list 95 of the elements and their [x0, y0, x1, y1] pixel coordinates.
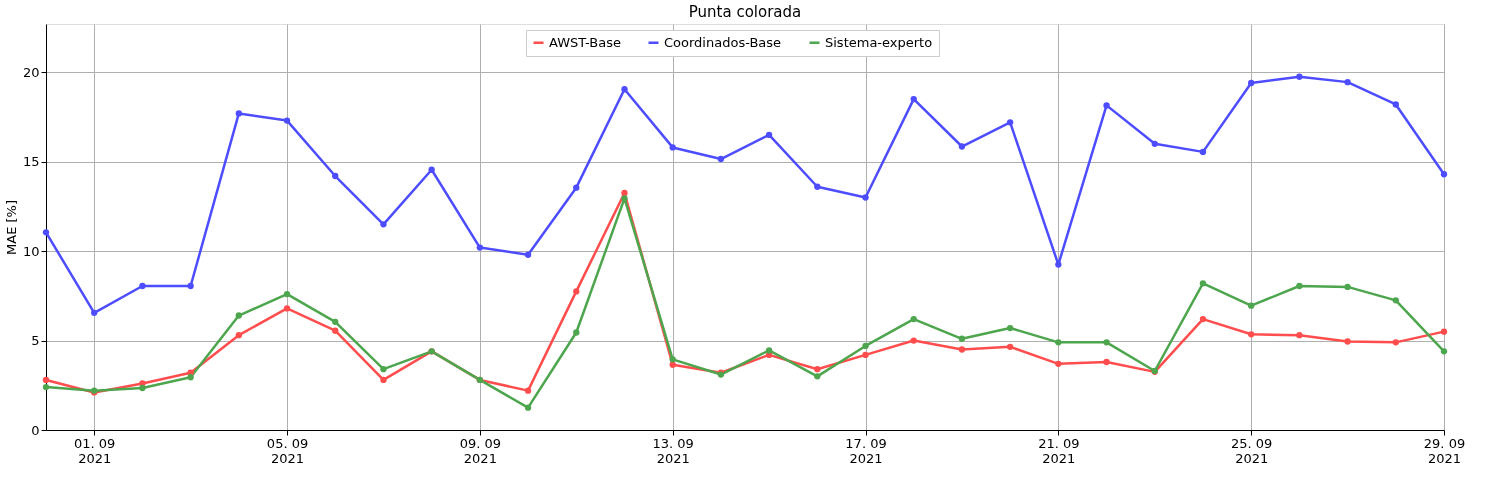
point — [669, 144, 676, 151]
point — [332, 327, 339, 334]
point — [1248, 302, 1255, 309]
point — [42, 383, 50, 391]
point — [621, 195, 628, 202]
point — [765, 131, 773, 139]
x-tick-label: 25. 09 2021 — [1230, 435, 1273, 466]
point — [187, 374, 194, 381]
point — [235, 312, 242, 319]
point — [910, 337, 917, 344]
point — [1055, 261, 1062, 268]
point — [669, 356, 676, 363]
point — [476, 244, 484, 251]
point — [235, 110, 242, 117]
point — [958, 346, 966, 353]
point — [958, 335, 966, 342]
point — [621, 189, 628, 197]
point — [669, 361, 676, 368]
x-tick-label: 17. 09 2021 — [845, 435, 887, 466]
point — [235, 332, 242, 339]
point — [283, 305, 291, 312]
point — [1199, 148, 1207, 156]
point — [1296, 73, 1303, 80]
point — [573, 288, 580, 295]
point — [910, 315, 917, 323]
point — [380, 376, 387, 384]
point — [1006, 343, 1014, 350]
y-axis-title: MAE [%] — [3, 200, 19, 255]
point — [573, 329, 580, 336]
y-tick-label: 5 — [31, 333, 40, 349]
point — [1199, 280, 1207, 287]
point — [1103, 339, 1110, 346]
point — [187, 282, 194, 290]
y-tick-label: 15 — [22, 154, 40, 170]
point — [524, 251, 532, 258]
point — [1006, 324, 1014, 332]
point — [283, 117, 291, 124]
point — [1344, 283, 1351, 291]
point — [1344, 78, 1351, 86]
point — [1296, 332, 1303, 339]
point — [1392, 101, 1399, 108]
x-tick-label: 29. 09 2021 — [1423, 435, 1466, 466]
point — [1055, 360, 1062, 367]
point — [524, 387, 532, 394]
point — [139, 384, 146, 392]
point — [1006, 119, 1014, 126]
point — [1344, 338, 1351, 345]
point — [1199, 315, 1207, 323]
point — [380, 366, 387, 373]
point — [1440, 328, 1448, 335]
y-tick-label: 0 — [31, 422, 40, 438]
point — [1392, 297, 1399, 304]
point — [1248, 79, 1255, 87]
point — [1392, 339, 1399, 346]
point — [717, 155, 725, 163]
point — [862, 351, 869, 359]
x-tick-label: 09. 09 2021 — [459, 435, 502, 466]
x-tick-label: 01. 09 2021 — [74, 435, 116, 466]
point — [1103, 102, 1110, 109]
legend-label: Coordinados-Base — [664, 34, 782, 50]
point — [139, 282, 146, 290]
point — [283, 290, 291, 298]
legend-label: AWST-Base — [549, 34, 621, 50]
point — [1103, 358, 1110, 366]
point — [958, 143, 966, 150]
point — [42, 376, 50, 384]
point — [862, 194, 869, 201]
point — [573, 184, 580, 191]
point — [42, 229, 50, 236]
point — [91, 309, 98, 317]
legend-label: Sistema-experto — [825, 34, 933, 50]
x-tick-label: 21. 09 2021 — [1038, 435, 1080, 466]
point — [332, 318, 339, 325]
point — [814, 183, 821, 190]
x-tick-label: 05. 09 2021 — [266, 435, 309, 466]
point — [380, 221, 387, 228]
point — [621, 86, 628, 93]
chart-title: Punta colorada — [688, 3, 802, 21]
point — [1440, 348, 1448, 355]
point — [862, 342, 869, 350]
point — [814, 373, 821, 380]
point — [1440, 171, 1448, 178]
point — [524, 404, 532, 411]
y-tick-label: 20 — [22, 64, 40, 80]
point — [814, 366, 821, 373]
point — [428, 166, 435, 173]
x-tick-label: 13. 09 2021 — [652, 435, 694, 466]
y-tick-label: 10 — [22, 243, 40, 259]
point — [332, 172, 339, 180]
point — [1055, 339, 1062, 346]
point — [910, 95, 917, 103]
point — [1296, 282, 1303, 290]
point — [1151, 140, 1158, 147]
point — [765, 347, 773, 354]
point — [1248, 331, 1255, 338]
